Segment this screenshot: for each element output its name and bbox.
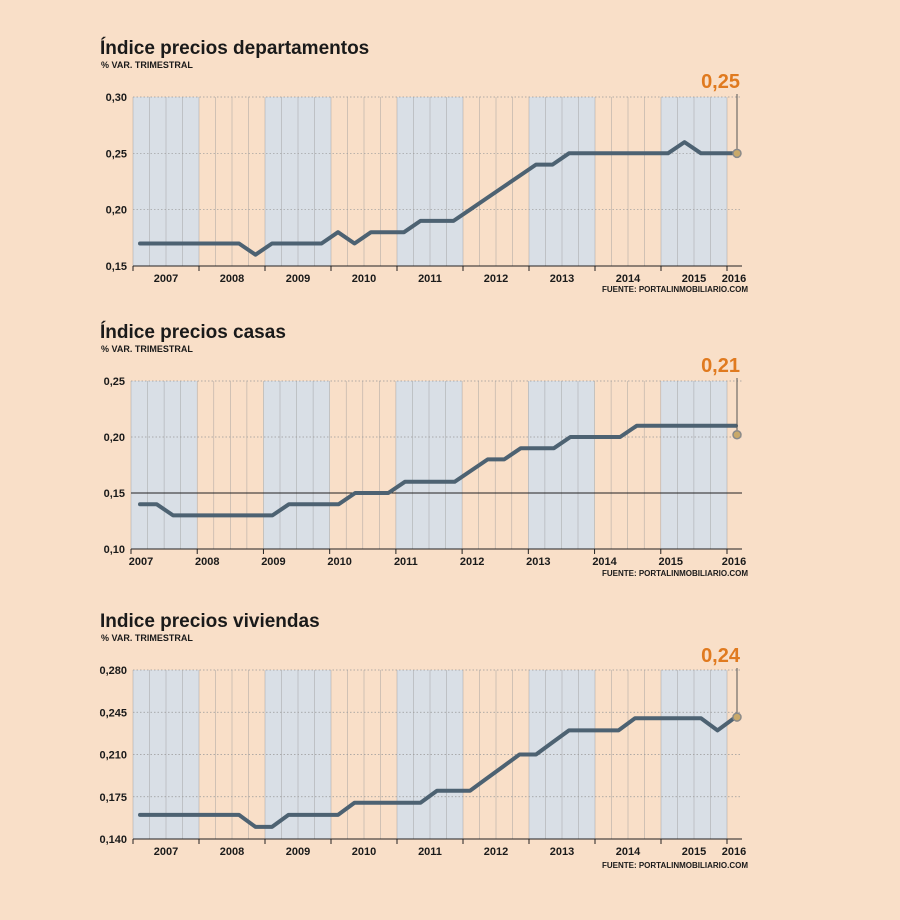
x-tick-label-2015: 2015: [682, 846, 706, 858]
x-tick-label-2009: 2009: [286, 273, 310, 285]
x-tick-label-2010: 2010: [352, 273, 376, 285]
chart-1: 0,15 0,20 0,25 0,30 2007 2008 2009 2010 2011 2012…: [100, 37, 748, 294]
chart-2: 0,10 0,15 0,20 0,25 2007 2008 2009 2010 2011 2012…: [100, 321, 748, 578]
y-tick-label: 0,280: [99, 665, 127, 677]
chart-source: FUENTE: PORTALINMOBILIARIO.COM: [602, 861, 748, 870]
y-tick-label: 0,210: [99, 750, 127, 762]
x-tick-label-2008: 2008: [195, 556, 219, 568]
x-tick-label-2010: 2010: [352, 846, 376, 858]
y-tick-label: 0,20: [106, 205, 127, 217]
series-line: [138, 716, 736, 829]
x-tick-label-2013: 2013: [526, 556, 550, 568]
chart-subtitle: % VAR. TRIMESTRAL: [101, 344, 193, 354]
x-tick-label-2011: 2011: [394, 556, 418, 568]
chart-title: Indice precios viviendas: [100, 611, 320, 632]
chart-title: Índice precios casas: [100, 321, 286, 343]
x-tick-label-2016: 2016: [722, 556, 746, 568]
x-tick-label-2013: 2013: [550, 846, 574, 858]
x-tick-label-2014: 2014: [616, 846, 641, 858]
series-line: [138, 140, 736, 257]
x-tick-label-2007: 2007: [129, 556, 153, 568]
chart-3: 0,140 0,175 0,210 0,245 0,280 2007 2008 2009 201…: [99, 611, 748, 870]
x-tick-label-2009: 2009: [261, 556, 285, 568]
last-value-label: 0,24: [701, 645, 741, 667]
chart-source: FUENTE: PORTALINMOBILIARIO.COM: [602, 569, 748, 578]
y-tick-label: 0,245: [99, 707, 127, 719]
x-tick-label-2007: 2007: [154, 273, 178, 285]
last-value-marker: [732, 148, 742, 159]
chart-title: Índice precios departamentos: [100, 37, 369, 59]
x-tick-label-2014: 2014: [592, 556, 617, 568]
x-tick-label-2009: 2009: [286, 846, 310, 858]
y-tick-label: 0,175: [99, 792, 127, 804]
last-value-marker: [732, 712, 742, 722]
x-tick-label-2008: 2008: [220, 273, 244, 285]
x-tick-label-2012: 2012: [484, 846, 508, 858]
x-tick-label-2016: 2016: [722, 273, 746, 285]
y-tick-label: 0,25: [106, 148, 127, 160]
x-tick-label-2013: 2013: [550, 273, 574, 285]
x-tick-label-2015: 2015: [659, 556, 683, 568]
x-tick-label-2011: 2011: [418, 273, 442, 285]
y-tick-label: 0,140: [99, 834, 127, 846]
x-tick-label-2016: 2016: [722, 846, 746, 858]
x-tick-label-2010: 2010: [327, 556, 351, 568]
x-tick-label-2012: 2012: [460, 556, 484, 568]
chart-subtitle: % VAR. TRIMESTRAL: [101, 633, 193, 643]
y-tick-label: 0,30: [106, 92, 127, 104]
series-line: [138, 423, 738, 518]
y-tick-label: 0,15: [106, 261, 127, 273]
y-tick-label: 0,20: [104, 432, 125, 444]
x-tick-label-2015: 2015: [682, 273, 706, 285]
y-tick-label: 0,10: [104, 544, 125, 556]
last-value-label: 0,25: [701, 71, 740, 93]
x-tick-label-2008: 2008: [220, 846, 244, 858]
y-tick-label: 0,25: [104, 376, 125, 388]
y-tick-label: 0,15: [104, 488, 125, 500]
x-tick-label-2011: 2011: [418, 846, 442, 858]
x-tick-label-2014: 2014: [616, 273, 641, 285]
last-value-marker: [732, 430, 742, 440]
chart-source: FUENTE: PORTALINMOBILIARIO.COM: [602, 285, 748, 294]
x-tick-label-2012: 2012: [484, 273, 508, 285]
x-tick-label-2007: 2007: [154, 846, 178, 858]
chart-subtitle: % VAR. TRIMESTRAL: [101, 60, 193, 70]
last-value-label: 0,21: [701, 355, 740, 377]
